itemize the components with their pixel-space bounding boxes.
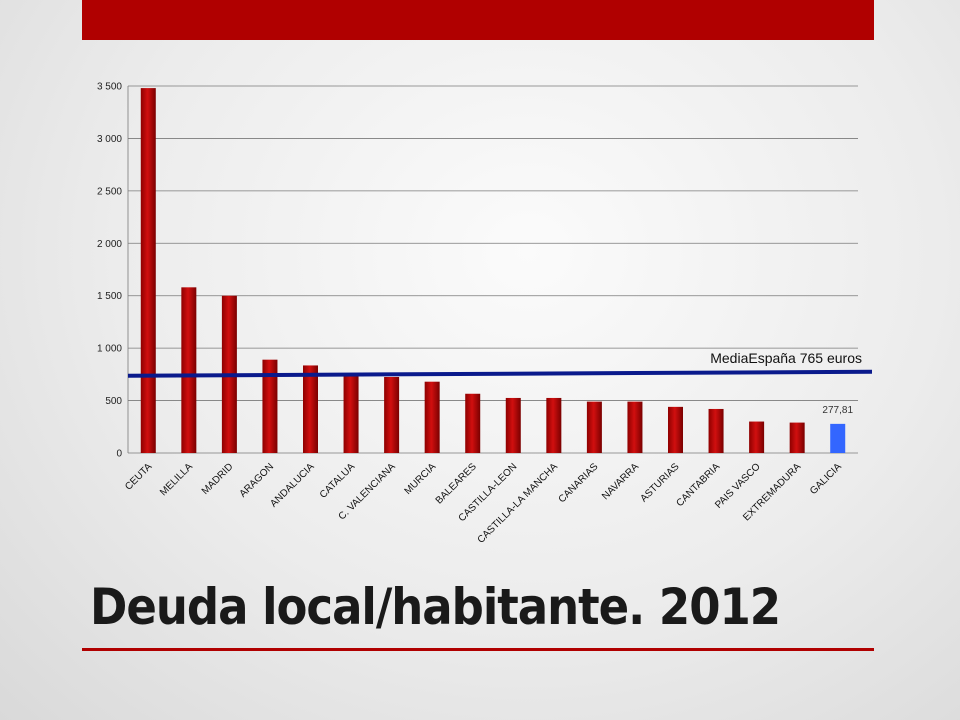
bar-castilla-leon (505, 397, 521, 453)
average-line-label: MediaEspaña 765 euros (710, 350, 862, 366)
y-tick-label: 2 500 (97, 186, 122, 197)
grid-lines (127, 85, 858, 454)
bar-pais-vasco (749, 421, 765, 453)
bar-extremadura (789, 422, 805, 453)
title-underline (82, 648, 874, 651)
x-tick-label: NAVARRA (600, 461, 641, 502)
bar-andalucia (303, 365, 318, 453)
y-axis-ticks: 0 500 1 000 1 500 2 000 2 500 3 000 3 500 (97, 82, 122, 460)
bar-ceuta (140, 88, 156, 454)
bars (140, 88, 846, 454)
bar-catalua (343, 374, 359, 453)
average-line-group: MediaEspaña 765 euros (127, 350, 873, 378)
y-tick-label: 3 000 (97, 134, 122, 145)
slide-title: Deuda local/habitante. 2012 (90, 578, 781, 636)
x-tick-label: MELILLA (158, 461, 195, 498)
bar-baleares (465, 393, 481, 453)
x-tick-label: CANARIAS (557, 461, 601, 505)
bar-melilla (181, 287, 197, 453)
x-tick-label: CEUTA (123, 461, 154, 492)
data-labels: 277,81 (822, 405, 853, 416)
bar-c-valenciana (384, 376, 400, 453)
bar-asturias (668, 406, 683, 453)
x-tick-label: CASTILLA-LA MANCHA (476, 461, 561, 546)
y-tick-label: 1 000 (97, 344, 122, 355)
x-tick-label: MADRID (200, 461, 236, 497)
x-tick-label: MURCIA (403, 461, 439, 497)
x-tick-label: CATALUA (318, 461, 358, 501)
y-tick-label: 3 500 (97, 82, 122, 93)
bar-cantabria (708, 408, 724, 453)
bar-navarra (627, 401, 643, 453)
bar-castilla-la-mancha (546, 397, 562, 453)
bar-murcia (424, 381, 440, 453)
y-tick-label: 500 (105, 396, 122, 407)
x-tick-label: ASTURIAS (638, 461, 681, 504)
x-tick-label: ANDALUCIA (268, 461, 316, 509)
y-tick-label: 2 000 (97, 239, 122, 250)
average-line (127, 369, 873, 378)
x-tick-label: GALICIA (808, 461, 844, 497)
bar-canarias (586, 401, 602, 453)
y-tick-label: 1 500 (97, 291, 122, 302)
y-tick-label: 0 (116, 449, 122, 460)
x-tick-label: ARAGON (238, 461, 276, 499)
bar-galicia (830, 423, 846, 453)
top-accent-band (82, 0, 874, 40)
data-label: 277,81 (822, 405, 853, 416)
bar-aragon (262, 359, 278, 453)
